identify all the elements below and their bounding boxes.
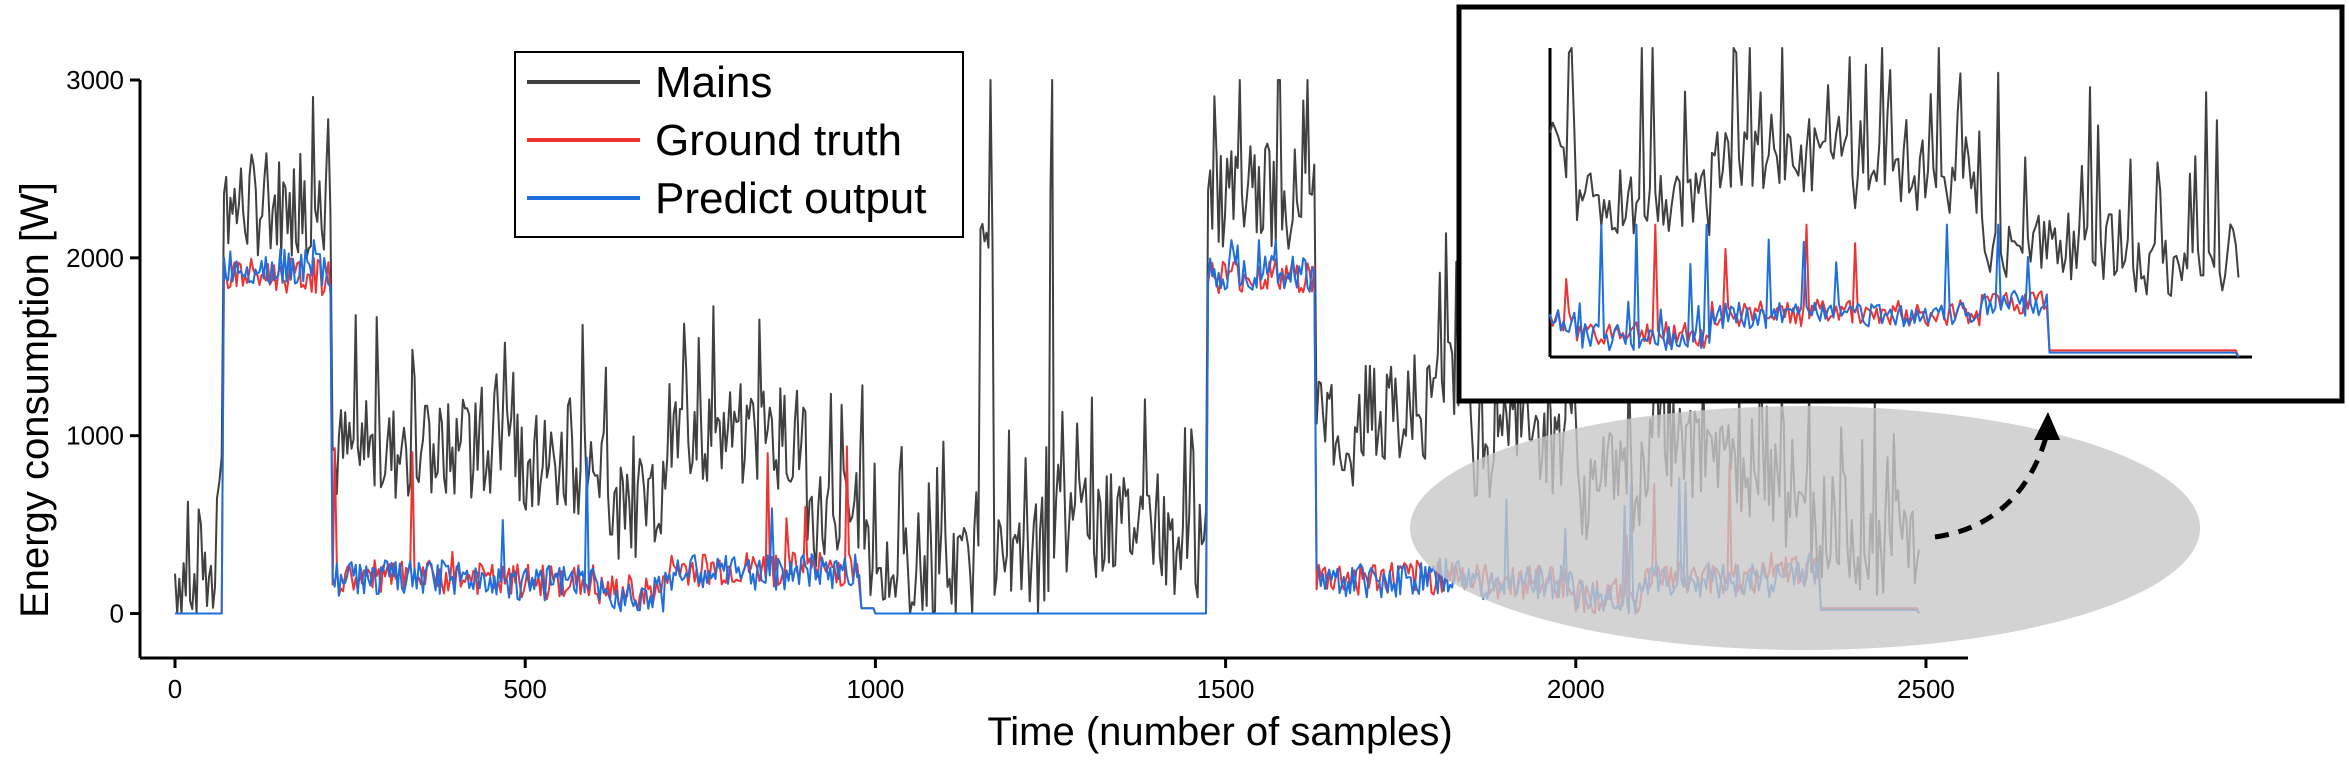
inset-series bbox=[1549, 47, 2240, 358]
y-tick-label: 2000 bbox=[66, 243, 124, 273]
inset-axes bbox=[1548, 48, 2252, 359]
zoom-arrow bbox=[1934, 412, 2060, 540]
inset-series-line-truth bbox=[1549, 223, 2240, 358]
inset-series-line-mains bbox=[1549, 47, 2240, 297]
x-tick-label: 0 bbox=[168, 674, 182, 704]
zoom-highlight-ellipse bbox=[1410, 406, 2200, 650]
main-axes: 0 500 1000 1500 2000 2500 0 1000 2000 3000 bbox=[66, 65, 1968, 704]
y-axis-title: Energy consumption [W] bbox=[13, 182, 57, 618]
legend-label-predict: Predict output bbox=[655, 174, 927, 223]
legend: Mains Ground truth Predict output bbox=[514, 51, 964, 238]
x-tick-label: 500 bbox=[504, 674, 547, 704]
y-tick-label: 1000 bbox=[66, 421, 124, 451]
x-tick-label: 2500 bbox=[1897, 674, 1955, 704]
legend-label-truth: Ground truth bbox=[655, 116, 902, 165]
inset-series-line-predict bbox=[1549, 223, 2240, 358]
legend-label-mains: Mains bbox=[655, 58, 772, 107]
zoom-inset bbox=[1456, 4, 2345, 404]
x-tick-label: 1500 bbox=[1197, 674, 1255, 704]
y-tick-label: 0 bbox=[110, 599, 124, 629]
y-tick-label: 3000 bbox=[66, 65, 124, 95]
x-tick-label: 2000 bbox=[1547, 674, 1605, 704]
x-tick-label: 1000 bbox=[846, 674, 904, 704]
x-axis-title: Time (number of samples) bbox=[987, 710, 1452, 754]
